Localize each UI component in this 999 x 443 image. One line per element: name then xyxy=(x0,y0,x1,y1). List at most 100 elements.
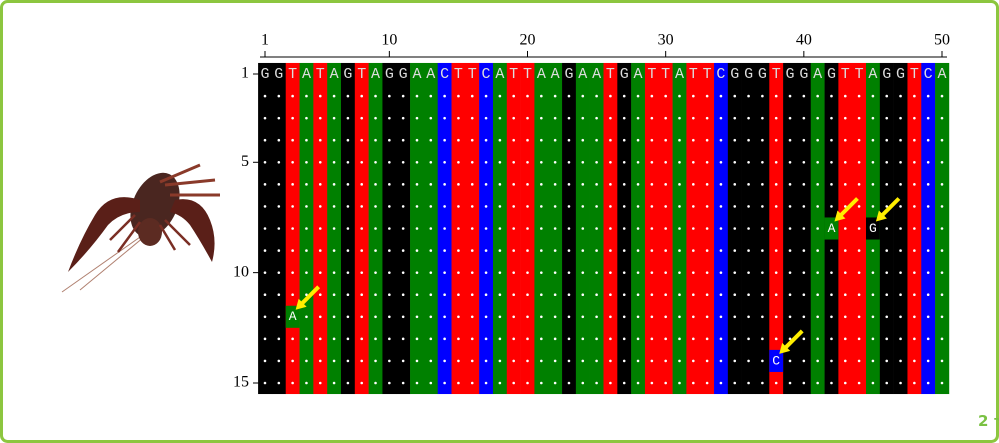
match-dot xyxy=(941,293,944,296)
match-dot xyxy=(872,360,875,363)
match-dot xyxy=(568,293,571,296)
match-dot xyxy=(264,338,267,341)
match-dot xyxy=(803,338,806,341)
match-dot xyxy=(803,271,806,274)
match-dot xyxy=(844,382,847,385)
match-dot xyxy=(360,315,363,318)
match-dot xyxy=(278,293,281,296)
match-dot xyxy=(692,271,695,274)
match-dot xyxy=(872,382,875,385)
match-dot xyxy=(885,117,888,120)
match-dot xyxy=(471,360,474,363)
match-dot xyxy=(609,227,612,230)
match-dot xyxy=(720,382,723,385)
base-letter: G xyxy=(758,66,767,83)
match-dot xyxy=(429,249,432,252)
match-dot xyxy=(526,95,529,98)
match-dot xyxy=(803,95,806,98)
match-dot xyxy=(388,271,391,274)
match-dot xyxy=(651,227,654,230)
match-dot xyxy=(360,382,363,385)
match-dot xyxy=(581,183,584,186)
match-dot xyxy=(775,139,778,142)
match-dot xyxy=(844,271,847,274)
base-letter: A xyxy=(302,66,311,83)
match-dot xyxy=(526,117,529,120)
match-dot xyxy=(623,227,626,230)
match-dot xyxy=(692,360,695,363)
match-dot xyxy=(816,183,819,186)
match-dot xyxy=(664,271,667,274)
match-dot xyxy=(637,117,640,120)
base-letter: A xyxy=(868,66,877,83)
match-dot xyxy=(402,227,405,230)
match-dot xyxy=(789,293,792,296)
match-dot xyxy=(402,338,405,341)
match-dot xyxy=(499,139,502,142)
match-dot xyxy=(526,382,529,385)
match-dot xyxy=(305,382,308,385)
base-letter: G xyxy=(343,66,352,83)
base-letter: T xyxy=(454,66,463,83)
match-dot xyxy=(360,205,363,208)
x-tick-label: 1 xyxy=(261,32,269,49)
base-letter: T xyxy=(523,66,532,83)
match-dot xyxy=(706,139,709,142)
match-dot xyxy=(402,249,405,252)
match-dot xyxy=(526,271,529,274)
match-dot xyxy=(927,271,930,274)
match-dot xyxy=(457,338,460,341)
match-dot xyxy=(637,227,640,230)
match-dot xyxy=(733,205,736,208)
match-dot xyxy=(637,95,640,98)
match-dot xyxy=(485,315,488,318)
figure-caption: איור 2 xyxy=(978,412,999,430)
match-dot xyxy=(595,183,598,186)
match-dot xyxy=(554,338,557,341)
match-dot xyxy=(595,382,598,385)
match-dot xyxy=(595,271,598,274)
match-dot xyxy=(319,382,322,385)
match-dot xyxy=(360,161,363,164)
base-letter: T xyxy=(689,66,698,83)
match-dot xyxy=(512,293,515,296)
match-dot xyxy=(554,315,557,318)
mutation-base: C xyxy=(772,353,780,368)
match-dot xyxy=(789,249,792,252)
match-dot xyxy=(775,117,778,120)
match-dot xyxy=(471,183,474,186)
match-dot xyxy=(471,382,474,385)
match-dot xyxy=(595,117,598,120)
match-dot xyxy=(872,95,875,98)
match-dot xyxy=(844,227,847,230)
base-letter: G xyxy=(786,66,795,83)
match-dot xyxy=(554,382,557,385)
match-dot xyxy=(830,271,833,274)
match-dot xyxy=(623,382,626,385)
match-dot xyxy=(775,205,778,208)
match-dot xyxy=(443,338,446,341)
match-dot xyxy=(581,117,584,120)
match-dot xyxy=(347,382,350,385)
match-dot xyxy=(872,271,875,274)
x-tick-label: 10 xyxy=(381,32,397,49)
match-dot xyxy=(499,95,502,98)
match-dot xyxy=(803,139,806,142)
match-dot xyxy=(278,139,281,142)
base-letter: G xyxy=(730,66,739,83)
match-dot xyxy=(305,95,308,98)
match-dot xyxy=(761,338,764,341)
match-dot xyxy=(761,161,764,164)
match-dot xyxy=(554,293,557,296)
match-dot xyxy=(775,315,778,318)
match-dot xyxy=(402,161,405,164)
match-dot xyxy=(319,249,322,252)
match-dot xyxy=(941,249,944,252)
match-dot xyxy=(651,161,654,164)
match-dot xyxy=(388,205,391,208)
match-dot xyxy=(830,293,833,296)
base-letter: A xyxy=(551,66,560,83)
match-dot xyxy=(941,382,944,385)
match-dot xyxy=(568,139,571,142)
match-dot xyxy=(457,205,460,208)
